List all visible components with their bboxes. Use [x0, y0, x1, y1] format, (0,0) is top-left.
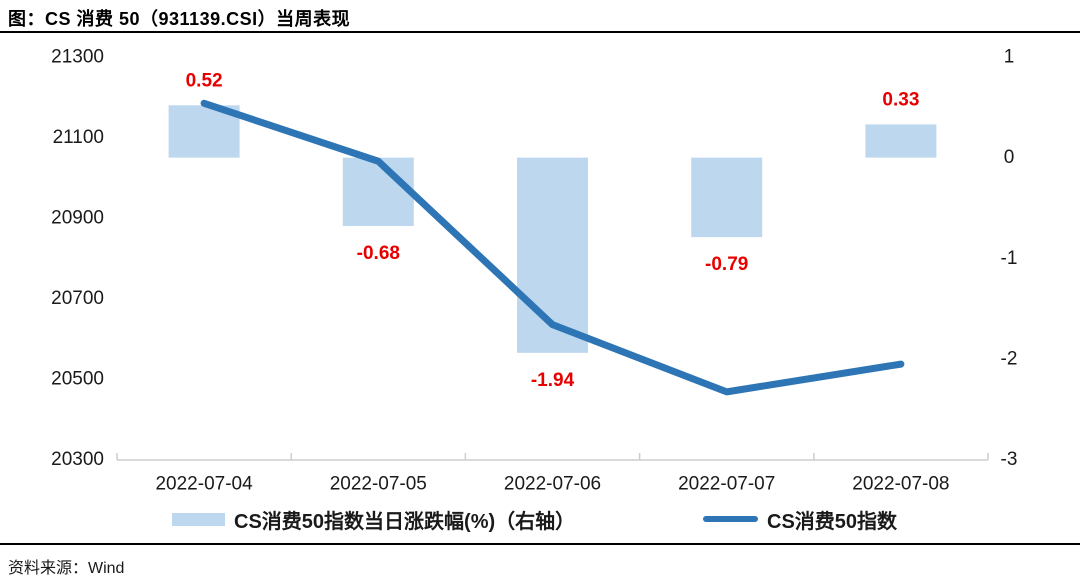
- x-axis-category-label: 2022-07-06: [504, 474, 601, 495]
- left-axis-tick-label: 21300: [51, 47, 104, 68]
- right-axis-tick-label: 1: [1004, 47, 1015, 68]
- source-label: 资料来源：Wind: [8, 560, 125, 577]
- bar-2022-07-08: [865, 124, 937, 158]
- right-axis-tick-label: -2: [1001, 348, 1018, 369]
- x-axis-category-label: 2022-07-07: [678, 474, 775, 495]
- bar-2022-07-07: [691, 157, 763, 238]
- footer: 资料来源：Wind: [0, 543, 1080, 578]
- index-line-series: [200, 99, 905, 396]
- line-series-swatch-icon: [703, 516, 758, 522]
- bar-data-label: 0.33: [882, 89, 919, 110]
- right-axis-tick-label: 0: [1004, 147, 1015, 168]
- bar-data-label: 0.52: [186, 70, 223, 91]
- legend-line-label: CS消费50指数: [767, 510, 898, 533]
- right-axis-tick-label: -1: [1001, 248, 1018, 269]
- left-axis-tick-label: 20300: [51, 449, 104, 470]
- legend-bar-label: CS消费50指数当日涨跌幅(%)（右轴）: [234, 510, 576, 533]
- x-axis-category-label: 2022-07-05: [330, 474, 427, 495]
- bar-data-label: -0.68: [357, 243, 400, 264]
- bar-2022-07-05: [342, 157, 414, 227]
- left-axis-tick-label: 20900: [51, 208, 104, 229]
- bar-data-label: -0.79: [705, 254, 748, 275]
- left-axis-tick-label: 21100: [53, 127, 104, 148]
- chart-header: 图：CS 消费 50（931139.CSI）当周表现: [0, 0, 1080, 33]
- legend-item-line-series: CS消费50指数: [703, 505, 897, 533]
- left-axis-tick-label: 20500: [51, 369, 104, 390]
- right-axis-tick-label: -3: [1001, 449, 1018, 470]
- bar-series-swatch-icon: [172, 512, 225, 526]
- x-axis-category-label: 2022-07-04: [155, 474, 253, 495]
- chart-title: 图：CS 消费 50（931139.CSI）当周表现: [8, 9, 351, 29]
- legend: CS消费50指数当日涨跌幅(%)（右轴） CS消费50指数: [0, 505, 1080, 535]
- x-axis-category-label: 2022-07-08: [852, 474, 949, 495]
- bar-data-label: -1.94: [531, 370, 575, 391]
- left-axis-tick-label: 20700: [51, 288, 104, 309]
- legend-item-bar-series: CS消费50指数当日涨跌幅(%)（右轴）: [172, 505, 575, 533]
